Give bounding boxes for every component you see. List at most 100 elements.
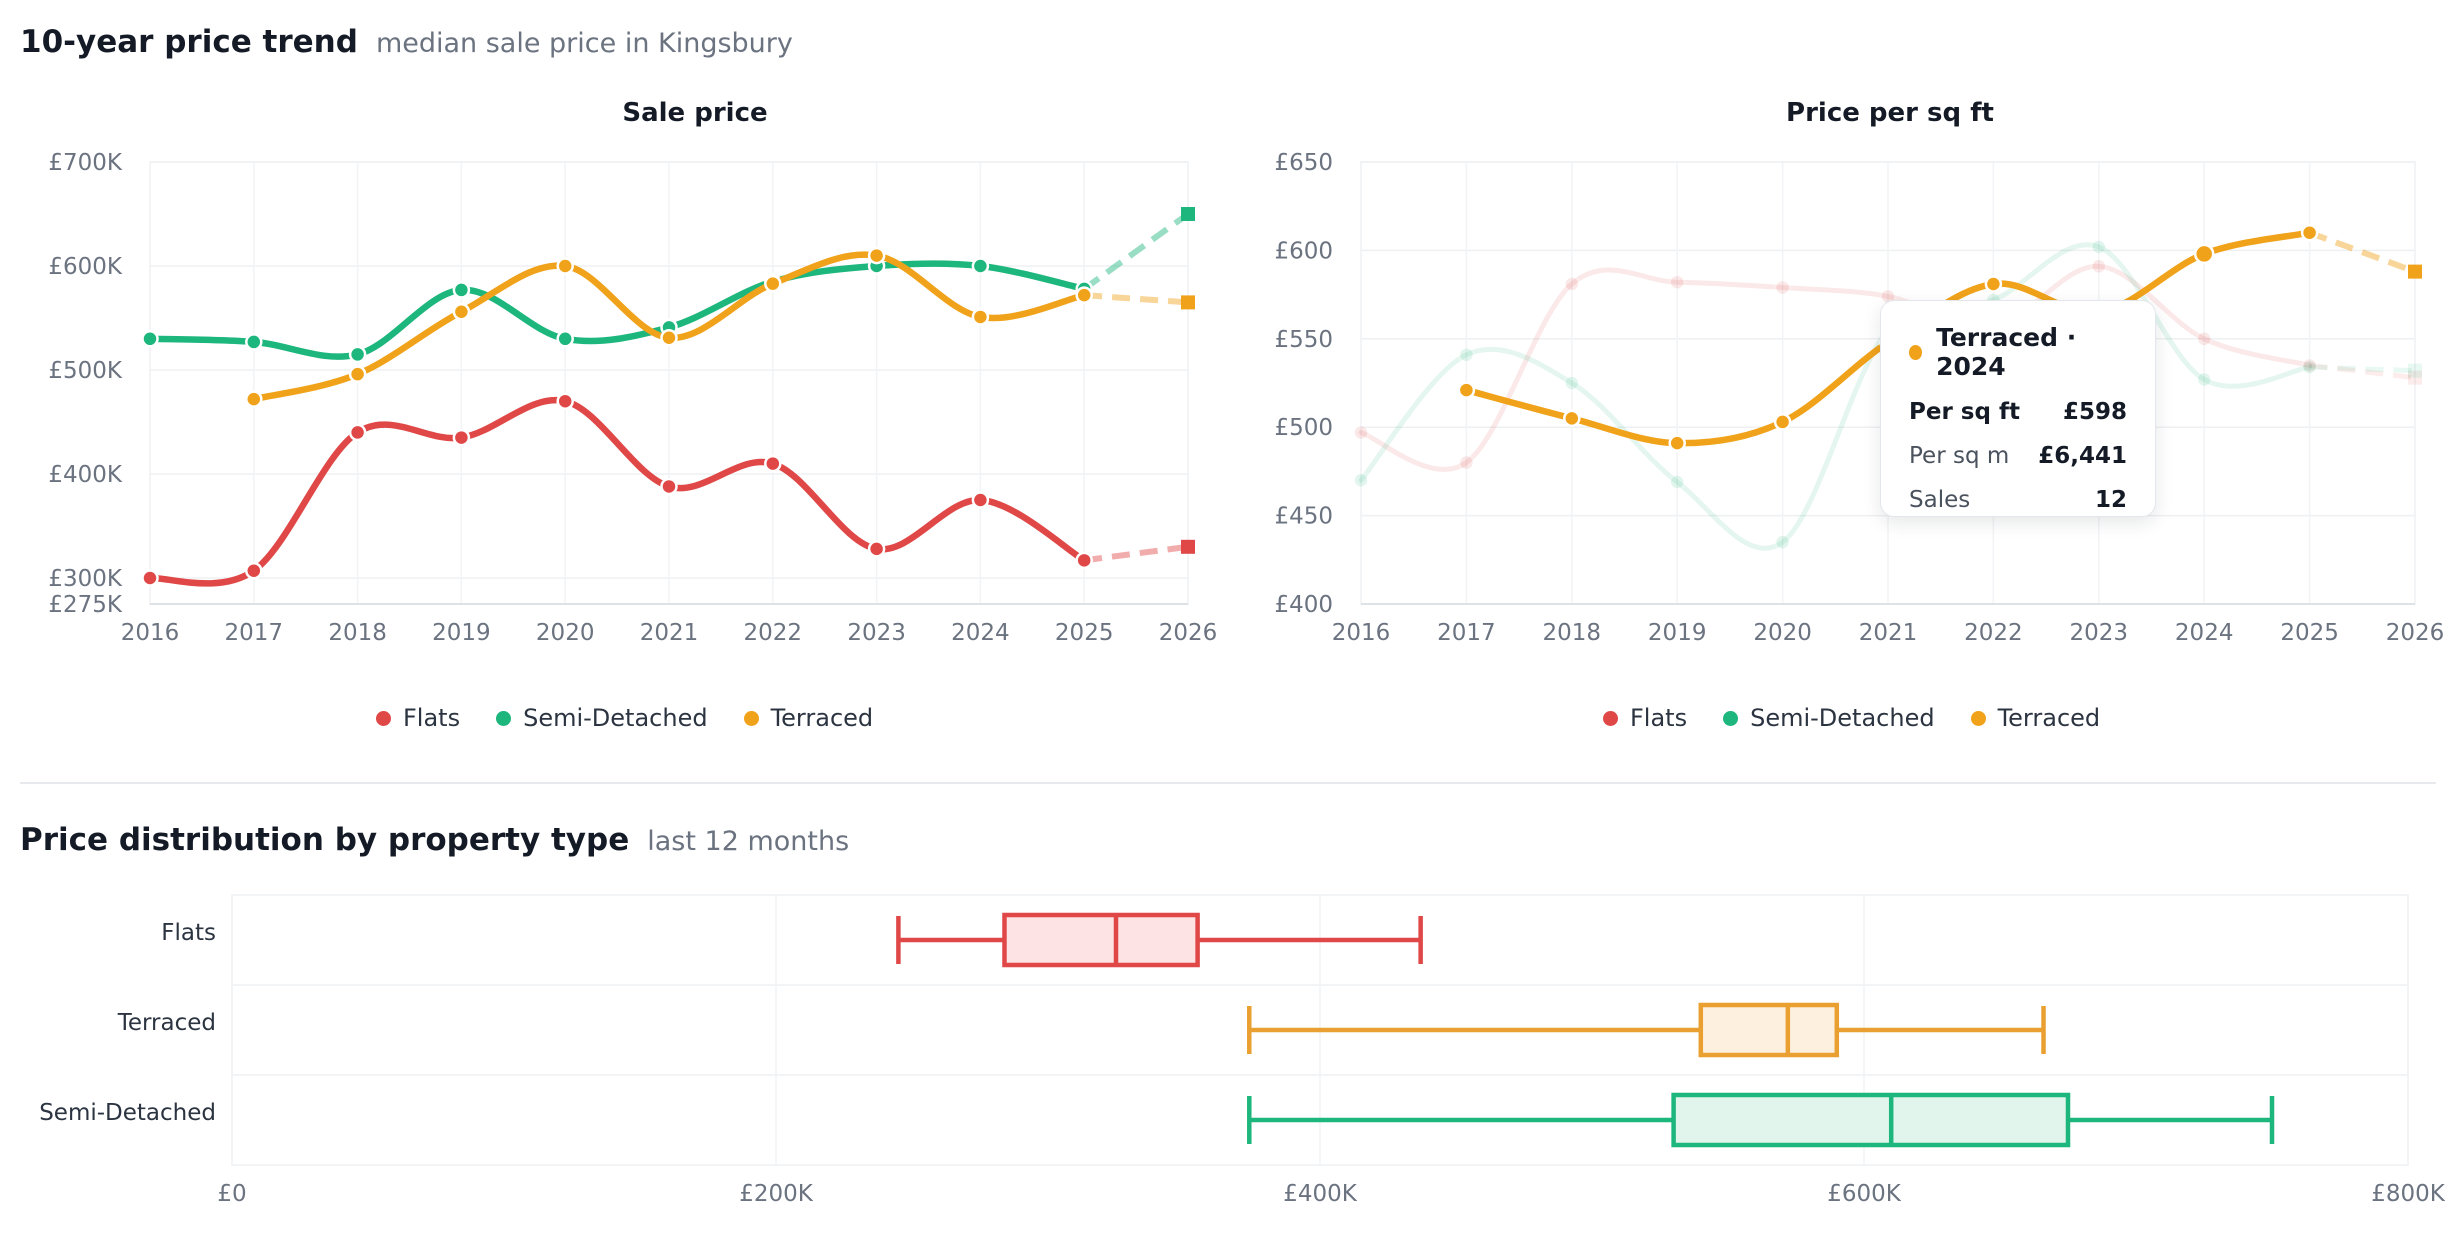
legend-item-terraced[interactable]: Terraced	[743, 704, 874, 732]
semi-detached-forecast-point	[1181, 207, 1195, 221]
x-tick-label: 2017	[225, 620, 284, 646]
tooltip-title: Terraced · 2024	[1936, 323, 2077, 381]
x-tick-label: £0	[217, 1181, 246, 1207]
legend-swatch-flats	[376, 710, 391, 726]
x-tick-label: £800K	[2371, 1181, 2446, 1207]
semi-detached-data-point	[141, 330, 159, 348]
semi-detached-forecast-line	[2309, 364, 2416, 374]
terraced-data-point	[452, 303, 471, 321]
semi-detached-forecast-line	[1082, 211, 1190, 292]
x-tick-label: 2016	[121, 620, 180, 646]
terraced-forecast-point	[2408, 264, 2422, 279]
tooltip-row-value: £6,441	[2038, 443, 2127, 469]
legend-label: Terraced	[770, 704, 874, 732]
terraced-data-point	[1773, 413, 1792, 431]
flats-data-point	[1075, 551, 1093, 570]
semi-detached-data-point	[1668, 473, 1686, 491]
flats-data-point	[556, 392, 574, 410]
x-tick-label: 2024	[951, 620, 1010, 646]
x-tick-label: 2023	[847, 620, 906, 646]
terraced-data-point	[2193, 243, 2215, 265]
section-subtitle: last 12 months	[647, 826, 850, 857]
x-tick-label: 2017	[1437, 620, 1496, 646]
terraced-data-point	[1984, 275, 2003, 293]
y-tick-label: £550	[1274, 327, 1333, 353]
flats-data-point	[2300, 356, 2319, 375]
semi-detached-data-point	[452, 281, 471, 299]
x-tick-label: 2026	[1159, 620, 1218, 646]
page-title: 10-year price trend	[20, 24, 358, 60]
x-tick-label: 2016	[1332, 620, 1391, 646]
box-category-label: Flats	[161, 920, 216, 946]
semi-detached-data-point	[348, 345, 367, 364]
terraced-data-point	[556, 257, 574, 275]
flats-data-point	[452, 428, 471, 447]
box-category-label: Terraced	[117, 1010, 216, 1036]
flats-forecast-line	[2309, 362, 2416, 381]
section-divider	[20, 782, 2436, 784]
flats-data-point	[1668, 273, 1686, 291]
tooltip-row-label: Per sq ft	[1909, 399, 2020, 425]
flats-series-line	[146, 396, 1088, 587]
section-title: Price distribution by property type	[20, 822, 630, 858]
semi-detached-data-point	[2195, 370, 2213, 389]
legend-swatch-terraced	[1970, 710, 1986, 726]
semi-detached-data-point	[556, 330, 574, 348]
page-subtitle: median sale price in Kingsbury	[375, 28, 793, 59]
semi-detached-data-point	[1352, 471, 1370, 489]
tooltip-row-value: £598	[2062, 399, 2127, 425]
semi-detached-data-point	[245, 333, 263, 351]
legend-item-terraced[interactable]: Terraced	[1970, 704, 2100, 732]
x-tick-label: 2019	[1648, 620, 1707, 646]
tooltip-row-label: Per sq m	[1909, 443, 2010, 469]
flats-data-point	[348, 423, 367, 442]
x-tick-label: 2020	[1753, 620, 1812, 646]
semi-detached-data-point	[1773, 533, 1792, 551]
flats-forecast-line	[1083, 543, 1189, 564]
legend-item-flats[interactable]: Flats	[376, 704, 460, 732]
legend-item-semi-detached[interactable]: Semi-Detached	[1723, 704, 1935, 732]
x-tick-label: 2023	[2070, 620, 2129, 646]
semi-detached-forecast-point	[2408, 363, 2422, 378]
tooltip-header: Terraced · 2024	[1909, 323, 2127, 381]
y-tick-label: £400	[1274, 592, 1333, 618]
legend-label: Flats	[1630, 704, 1688, 732]
terraced-data-point	[245, 390, 263, 408]
box-category-label: Semi-Detached	[39, 1100, 216, 1126]
terraced-data-point	[348, 365, 367, 383]
terraced-data-point	[971, 308, 990, 326]
legend-label: Semi-Detached	[523, 704, 708, 732]
terraced-data-point	[1457, 381, 1476, 399]
price-per-sqft-legend: Flats Semi-Detached Terraced	[1603, 704, 2100, 732]
flats-iqr-box	[1002, 912, 1200, 968]
terraced-forecast-line	[2308, 229, 2417, 275]
legend-item-flats[interactable]: Flats	[1603, 704, 1687, 732]
flats-data-point	[764, 454, 782, 473]
x-tick-label: £600K	[1827, 1181, 1902, 1207]
chart-tooltip: Terraced · 2024 Per sq ft £598 Per sq m …	[1880, 300, 2156, 517]
semi-detached-data-point	[2300, 358, 2319, 376]
tooltip-series-dot	[1909, 344, 1923, 360]
flats-data-point	[141, 569, 159, 587]
flats-forecast-point	[1181, 539, 1195, 554]
y-tick-label: £400K	[48, 462, 123, 488]
x-tick-label: £400K	[1283, 1181, 1358, 1207]
flats-data-point	[867, 540, 886, 558]
terraced-data-point	[1075, 286, 1093, 304]
x-tick-label: 2018	[328, 620, 387, 646]
terraced-forecast-line	[1083, 292, 1189, 306]
flats-data-point	[2195, 330, 2213, 348]
legend-label: Flats	[403, 704, 461, 732]
x-tick-label: 2021	[640, 620, 699, 646]
legend-swatch-flats	[1603, 710, 1618, 726]
y-tick-label: £500K	[48, 358, 123, 384]
terraced-data-point	[867, 246, 886, 265]
x-tick-label: 2022	[1964, 620, 2023, 646]
x-tick-label: 2021	[1859, 620, 1918, 646]
tooltip-row: Per sq m £6,441	[1909, 443, 2127, 469]
flats-data-point	[1457, 453, 1476, 472]
terraced-data-point	[2300, 223, 2319, 242]
flats-data-point	[1563, 275, 1581, 293]
legend-item-semi-detached[interactable]: Semi-Detached	[496, 704, 708, 732]
y-tick-label: £300K	[48, 566, 123, 592]
